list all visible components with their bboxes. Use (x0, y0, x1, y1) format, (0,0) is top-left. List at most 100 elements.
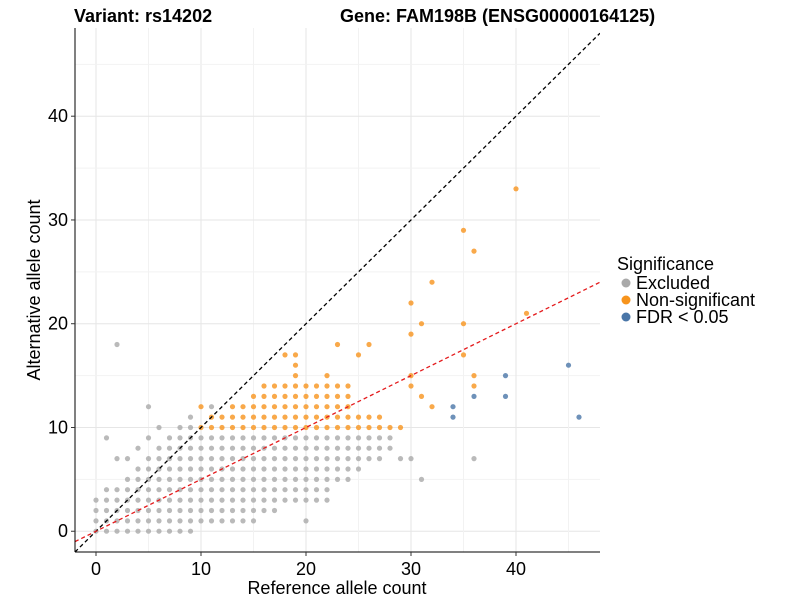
point-excluded (187, 424, 194, 431)
point-non-significant (334, 393, 341, 399)
point-non-significant (471, 383, 477, 389)
point-non-significant (271, 414, 278, 420)
point-non-significant (471, 248, 477, 254)
point-non-significant (240, 404, 246, 410)
point-excluded (303, 518, 309, 524)
point-excluded (177, 466, 183, 472)
point-excluded (313, 497, 320, 503)
point-excluded (376, 435, 383, 441)
point-non-significant (345, 393, 351, 399)
point-non-significant (313, 383, 320, 389)
point-excluded (292, 497, 299, 503)
point-non-significant (313, 393, 320, 399)
point-non-significant (303, 414, 309, 420)
point-excluded (156, 424, 162, 431)
point-excluded (103, 487, 110, 493)
point-excluded (219, 497, 225, 503)
point-non-significant (303, 424, 309, 431)
point-non-significant (229, 414, 236, 420)
point-excluded (366, 435, 372, 441)
point-non-significant (460, 321, 467, 327)
point-non-significant (292, 414, 299, 420)
legend-key-non-significant (621, 295, 631, 305)
point-excluded (292, 456, 299, 462)
point-excluded (355, 435, 362, 441)
point-excluded (166, 466, 173, 472)
point-non-significant (261, 393, 267, 399)
chart-title-gene: Gene: FAM198B (ENSG00000164125) (340, 6, 655, 26)
point-non-significant (219, 424, 225, 431)
point-non-significant (292, 362, 299, 368)
point-excluded (261, 476, 267, 482)
point-non-significant (460, 227, 467, 233)
point-excluded (219, 476, 225, 482)
point-excluded (229, 507, 236, 514)
point-non-significant (271, 383, 278, 389)
point-excluded (208, 445, 215, 451)
point-excluded (229, 466, 236, 472)
point-excluded (376, 445, 383, 451)
point-excluded (313, 476, 320, 482)
point-excluded (240, 445, 246, 451)
point-excluded (345, 456, 351, 462)
point-excluded (124, 476, 131, 482)
point-excluded (240, 507, 246, 514)
point-excluded (355, 466, 362, 472)
point-excluded (177, 528, 183, 534)
point-excluded (177, 518, 183, 524)
point-excluded (313, 435, 320, 441)
point-excluded (187, 445, 194, 451)
point-non-significant (345, 424, 351, 431)
point-non-significant (397, 424, 404, 431)
point-excluded (135, 497, 141, 503)
point-excluded (355, 456, 362, 462)
point-excluded (135, 445, 141, 451)
point-excluded (145, 466, 152, 472)
point-excluded (166, 528, 173, 534)
point-excluded (292, 466, 299, 472)
point-excluded (145, 456, 152, 462)
point-excluded (250, 487, 257, 493)
point-non-significant (250, 414, 257, 420)
point-excluded (187, 528, 194, 534)
legend-label-non-significant: Non-significant (636, 290, 755, 310)
point-excluded (324, 445, 330, 451)
point-excluded (250, 466, 257, 472)
point-excluded (187, 456, 194, 462)
point-excluded (166, 507, 173, 514)
point-excluded (124, 518, 131, 524)
point-non-significant (355, 352, 362, 358)
point-excluded (324, 487, 330, 493)
point-non-significant (313, 404, 320, 410)
point-excluded (103, 507, 110, 514)
point-non-significant (408, 383, 414, 389)
point-non-significant (292, 424, 299, 431)
point-non-significant (292, 352, 299, 358)
point-excluded (240, 518, 246, 524)
point-excluded (261, 466, 267, 472)
point-excluded (219, 435, 225, 441)
point-non-significant (292, 393, 299, 399)
point-non-significant (366, 414, 372, 420)
point-excluded (334, 456, 341, 462)
point-excluded (271, 507, 278, 514)
point-excluded (145, 518, 152, 524)
point-non-significant (271, 404, 278, 410)
point-non-significant (271, 424, 278, 431)
point-excluded (208, 518, 215, 524)
point-non-significant (313, 414, 320, 420)
y-axis-label: Alternative allele count (24, 199, 44, 380)
point-excluded (334, 435, 341, 441)
point-excluded (166, 518, 173, 524)
point-excluded (208, 487, 215, 493)
point-non-significant (240, 424, 246, 431)
point-excluded (271, 487, 278, 493)
point-excluded (229, 435, 236, 441)
point-excluded (187, 518, 194, 524)
point-excluded (250, 507, 257, 514)
point-non-significant (261, 414, 267, 420)
point-excluded (387, 435, 393, 441)
point-excluded (198, 466, 204, 472)
identity-line (75, 32, 600, 552)
point-excluded (219, 518, 225, 524)
